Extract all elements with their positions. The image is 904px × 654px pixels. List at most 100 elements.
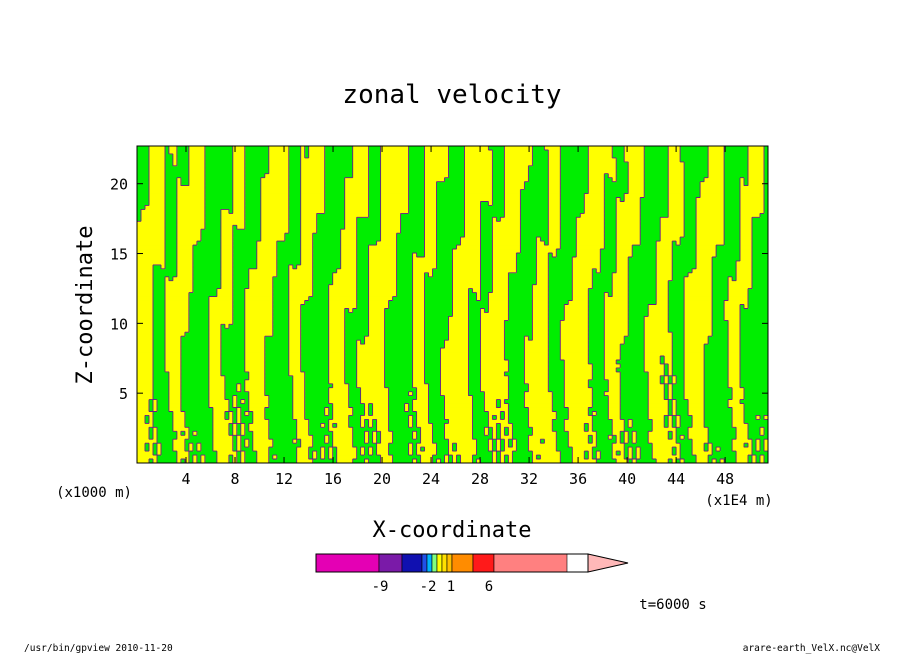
positive-region (464, 169, 493, 175)
positive-region (696, 217, 725, 222)
positive-region (560, 356, 589, 361)
positive-region (524, 359, 549, 365)
positive-region (328, 356, 346, 361)
positive-region (684, 336, 709, 341)
positive-region (672, 407, 677, 412)
positive-region (244, 379, 266, 385)
positive-region (464, 146, 489, 151)
positive-region (248, 391, 266, 397)
positive-region (264, 173, 290, 179)
positive-region (137, 352, 154, 357)
positive-region (176, 185, 206, 190)
positive-region (728, 332, 741, 337)
positive-region (137, 431, 150, 436)
positive-region (188, 146, 206, 151)
positive-region (424, 169, 449, 175)
positive-region (328, 324, 346, 329)
positive-region (412, 359, 425, 365)
positive-region (380, 237, 397, 242)
positive-region (728, 363, 741, 369)
positive-region (292, 391, 306, 397)
positive-region (424, 185, 437, 190)
positive-region (444, 435, 473, 440)
positive-region (484, 395, 509, 400)
positive-region (628, 189, 645, 194)
positive-region (380, 161, 409, 167)
positive-region (296, 455, 310, 460)
positive-region (340, 233, 358, 238)
positive-region (628, 161, 645, 167)
positive-region (380, 217, 401, 222)
positive-region (548, 229, 561, 234)
positive-region (612, 431, 621, 436)
positive-region (628, 181, 645, 187)
positive-region (628, 169, 645, 175)
positive-region (736, 272, 753, 278)
positive-region (220, 237, 234, 242)
positive-region (328, 284, 358, 290)
positive-region (172, 447, 186, 452)
positive-region (300, 177, 326, 183)
positive-region (740, 256, 753, 262)
positive-region (504, 169, 529, 175)
positive-region (356, 379, 386, 385)
positive-region (692, 443, 705, 448)
positive-region (760, 431, 765, 436)
positive-region (504, 447, 517, 452)
positive-region (188, 173, 206, 179)
positive-region (148, 185, 166, 190)
positive-region (368, 292, 397, 297)
positive-region (696, 213, 725, 218)
positive-region (308, 153, 326, 159)
positive-region (244, 300, 274, 305)
positive-region (336, 459, 354, 464)
positive-region (412, 304, 425, 309)
positive-region (648, 371, 665, 377)
positive-region (656, 284, 669, 290)
positive-region (728, 284, 753, 290)
positive-region (588, 427, 593, 432)
positive-region (172, 276, 194, 282)
positive-region (340, 237, 358, 242)
positive-region (708, 173, 725, 179)
positive-region (248, 399, 270, 404)
positive-region (412, 292, 425, 297)
positive-region (256, 264, 278, 270)
positive-region (424, 201, 437, 206)
positive-region (464, 149, 493, 155)
positive-region (700, 185, 725, 190)
positive-region (232, 169, 246, 175)
positive-region (504, 213, 521, 218)
positive-region (548, 213, 561, 218)
positive-region (236, 407, 242, 412)
positive-region (748, 153, 765, 159)
positive-region (372, 435, 378, 440)
positive-region (137, 284, 154, 290)
positive-region (532, 312, 549, 317)
positive-region (412, 344, 425, 349)
positive-region (708, 447, 713, 452)
positive-region (648, 415, 665, 420)
positive-region (604, 391, 621, 397)
positive-region (624, 153, 645, 159)
positive-region (244, 320, 274, 325)
positive-region (328, 296, 358, 301)
positive-region (328, 320, 346, 325)
positive-region (256, 455, 270, 460)
positive-region (524, 399, 553, 404)
positive-region (364, 411, 370, 416)
positive-region (408, 391, 413, 397)
positive-region (656, 296, 669, 301)
positive-region (348, 308, 354, 313)
positive-region (420, 431, 433, 436)
positive-region (696, 229, 725, 234)
positive-region (244, 387, 266, 393)
positive-region (444, 455, 449, 460)
positive-region (244, 439, 250, 444)
positive-region (492, 455, 497, 460)
positive-region (628, 177, 645, 183)
positive-region (300, 146, 306, 151)
positive-region (564, 375, 593, 381)
positive-region (452, 308, 469, 313)
positive-region (492, 217, 497, 222)
